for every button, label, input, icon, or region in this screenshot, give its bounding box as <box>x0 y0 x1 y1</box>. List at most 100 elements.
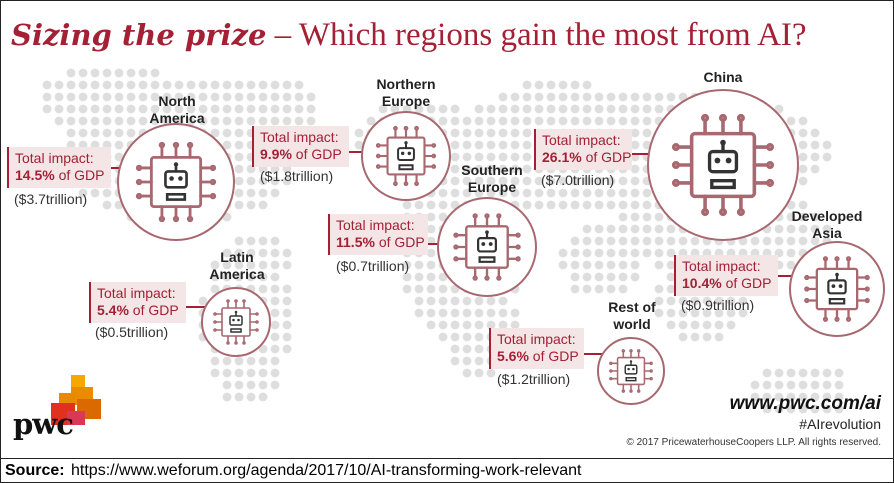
map-dot <box>246 92 256 102</box>
map-dot <box>510 320 520 330</box>
map-dot <box>210 260 220 270</box>
map-dot <box>66 68 76 78</box>
map-dot <box>138 68 148 78</box>
map-dot <box>582 236 592 246</box>
map-dot <box>462 296 472 306</box>
map-dot <box>618 248 628 258</box>
map-dot <box>654 236 664 246</box>
map-dot <box>234 80 244 90</box>
impact-of-gdp: of GDP <box>54 167 105 183</box>
map-dot <box>750 380 760 390</box>
impact-of-gdp: of GDP <box>291 146 342 162</box>
map-dot <box>594 188 604 198</box>
map-dot <box>426 224 436 234</box>
map-dot <box>462 140 472 150</box>
map-dot <box>462 188 472 198</box>
map-dot <box>630 116 640 126</box>
connector-china <box>626 153 650 155</box>
map-dot <box>234 188 244 198</box>
source-url[interactable]: https://www.weforum.org/agenda/2017/10/A… <box>71 462 582 479</box>
map-dot <box>486 116 496 126</box>
map-dot <box>642 236 652 246</box>
map-dot <box>666 320 676 330</box>
impact-box-label: Total impact: <box>97 285 176 301</box>
map-dot <box>426 248 436 258</box>
map-dot <box>690 296 700 306</box>
map-dot <box>126 128 136 138</box>
map-dot <box>282 176 292 186</box>
map-dot <box>234 236 244 246</box>
map-dot <box>630 104 640 114</box>
map-dot <box>570 116 580 126</box>
map-dot <box>666 272 676 282</box>
map-dot <box>246 188 256 198</box>
map-dot <box>270 260 280 270</box>
impact-trillion-northern-europe: ($1.8trillion) <box>260 168 334 184</box>
map-dot <box>186 116 196 126</box>
map-dot <box>174 80 184 90</box>
map-dot <box>798 128 808 138</box>
impact-box-value: 14.5% of GDP <box>15 167 105 184</box>
map-dot <box>594 200 604 210</box>
map-dot <box>234 116 244 126</box>
map-dot <box>558 104 568 114</box>
map-dot <box>210 272 220 282</box>
map-dot <box>450 308 460 318</box>
map-dot <box>654 224 664 234</box>
ai-chip-icon-north-america <box>132 138 220 226</box>
map-dot <box>486 320 496 330</box>
map-dot <box>618 224 628 234</box>
map-dot <box>822 404 832 414</box>
map-dot <box>606 104 616 114</box>
map-dot <box>294 80 304 90</box>
map-dot <box>54 80 64 90</box>
map-dot <box>258 92 268 102</box>
impact-trillion-southern-europe: ($0.7trillion) <box>336 258 410 274</box>
map-dot <box>354 128 364 138</box>
map-dot <box>594 272 604 282</box>
map-dot <box>402 260 412 270</box>
map-dot <box>558 116 568 126</box>
pwc-logo-mark <box>51 375 101 425</box>
map-dot <box>282 296 292 306</box>
map-dot <box>654 92 664 102</box>
map-dot <box>666 296 676 306</box>
map-dot <box>234 176 244 186</box>
map-dot <box>630 260 640 270</box>
map-dot <box>702 332 712 342</box>
map-dot <box>402 200 412 210</box>
map-dot <box>474 188 484 198</box>
impact-of-gdp: of GDP <box>528 348 579 364</box>
map-dot <box>762 236 772 246</box>
map-dot <box>426 104 436 114</box>
impact-box-rest-of-world: Total impact: 5.6% of GDP <box>489 328 584 369</box>
map-dot <box>222 140 232 150</box>
map-dot <box>666 308 676 318</box>
map-dot <box>402 272 412 282</box>
map-dot <box>810 164 820 174</box>
map-dot <box>474 296 484 306</box>
map-dot <box>162 104 172 114</box>
map-dot <box>90 68 100 78</box>
map-dot <box>822 152 832 162</box>
map-dot <box>258 116 268 126</box>
map-dot <box>450 344 460 354</box>
map-dot <box>258 260 268 270</box>
map-dot <box>222 128 232 138</box>
map-dot <box>762 392 772 402</box>
map-dot <box>798 176 808 186</box>
pwc-ai-link[interactable]: www.pwc.com/ai <box>729 393 881 414</box>
map-dot <box>102 128 112 138</box>
map-dot <box>294 104 304 114</box>
map-dot <box>582 92 592 102</box>
map-dot <box>270 308 280 318</box>
map-dot <box>258 176 268 186</box>
map-dot <box>498 128 508 138</box>
map-dot <box>270 176 280 186</box>
map-dot <box>246 200 256 210</box>
map-dot <box>270 284 280 294</box>
region-label-north-america: North America <box>149 93 205 126</box>
map-dot <box>114 80 124 90</box>
map-dot <box>546 80 556 90</box>
